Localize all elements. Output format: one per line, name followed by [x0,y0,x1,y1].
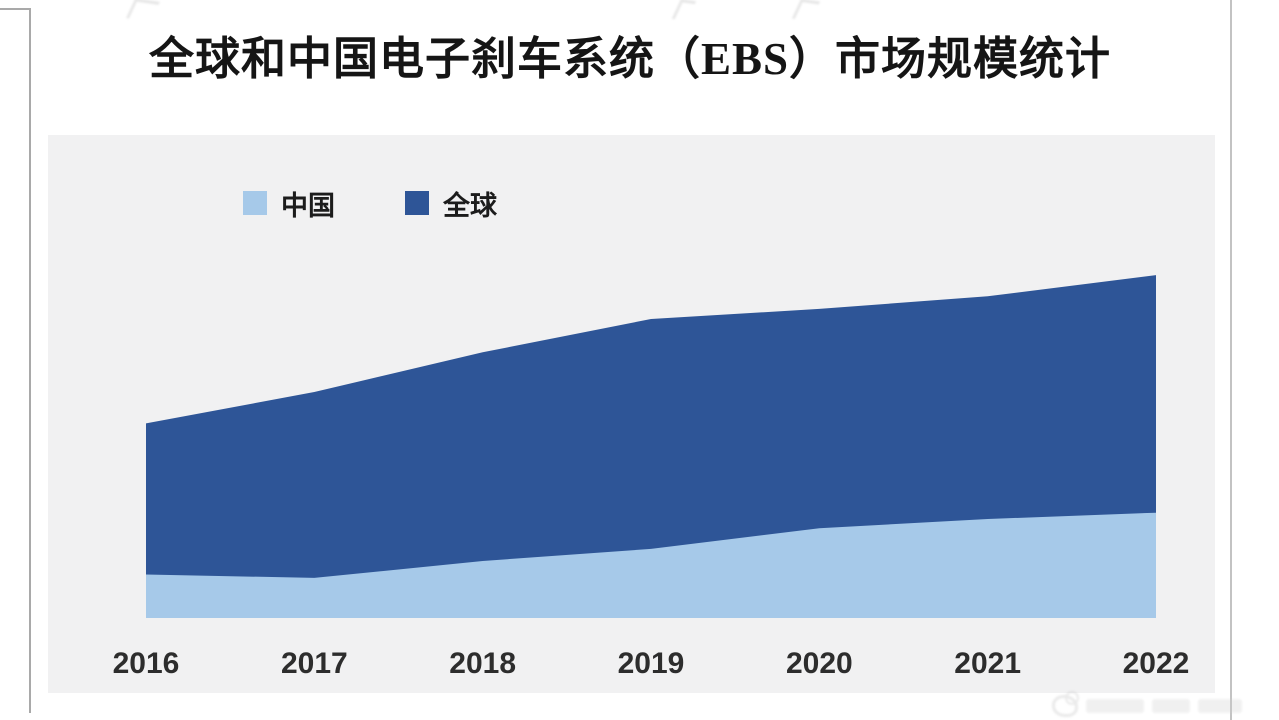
watermark-text-blob [1152,699,1190,713]
watermark-fragment-icon [671,0,697,22]
watermark-text-blob [1086,699,1144,713]
legend-label-china: 中国 [281,190,335,221]
x-axis-label-2021: 2021 [954,647,1022,680]
legend-swatch-china-icon [243,191,267,215]
x-axis-label-2018: 2018 [449,647,517,680]
legend-swatch-global-icon [405,191,429,215]
watermark-fragment-icon [791,0,821,22]
watermark-fragment-icon [126,0,160,22]
legend-label-global: 全球 [443,190,497,221]
chart-title: 全球和中国电子刹车系统（EBS）市场规模统计 [148,34,1112,84]
card-left-border [29,8,31,713]
x-axis-label-2017: 2017 [280,647,348,680]
area-series-中国 [146,512,1156,618]
watermark-logo-icon [1052,691,1079,717]
x-axis-label-2016: 2016 [112,647,180,680]
watermark-text-blob [1198,699,1242,713]
card-top-border-fragment [0,8,30,10]
x-axis-label-2019: 2019 [617,647,685,680]
x-axis-label-2020: 2020 [785,647,853,680]
legend-item-china: 中国 [243,184,335,223]
legend-item-global: 全球 [405,184,497,223]
card-right-border [1230,0,1232,720]
plot-panel: 中国 全球 2016 2017 2018 2019 2020 2021 2022 [48,135,1215,693]
x-axis-label-2022: 2022 [1122,647,1190,680]
watermark-logo [1052,691,1252,720]
area-chart [146,275,1156,618]
chart-legend: 中国 全球 [243,190,497,221]
